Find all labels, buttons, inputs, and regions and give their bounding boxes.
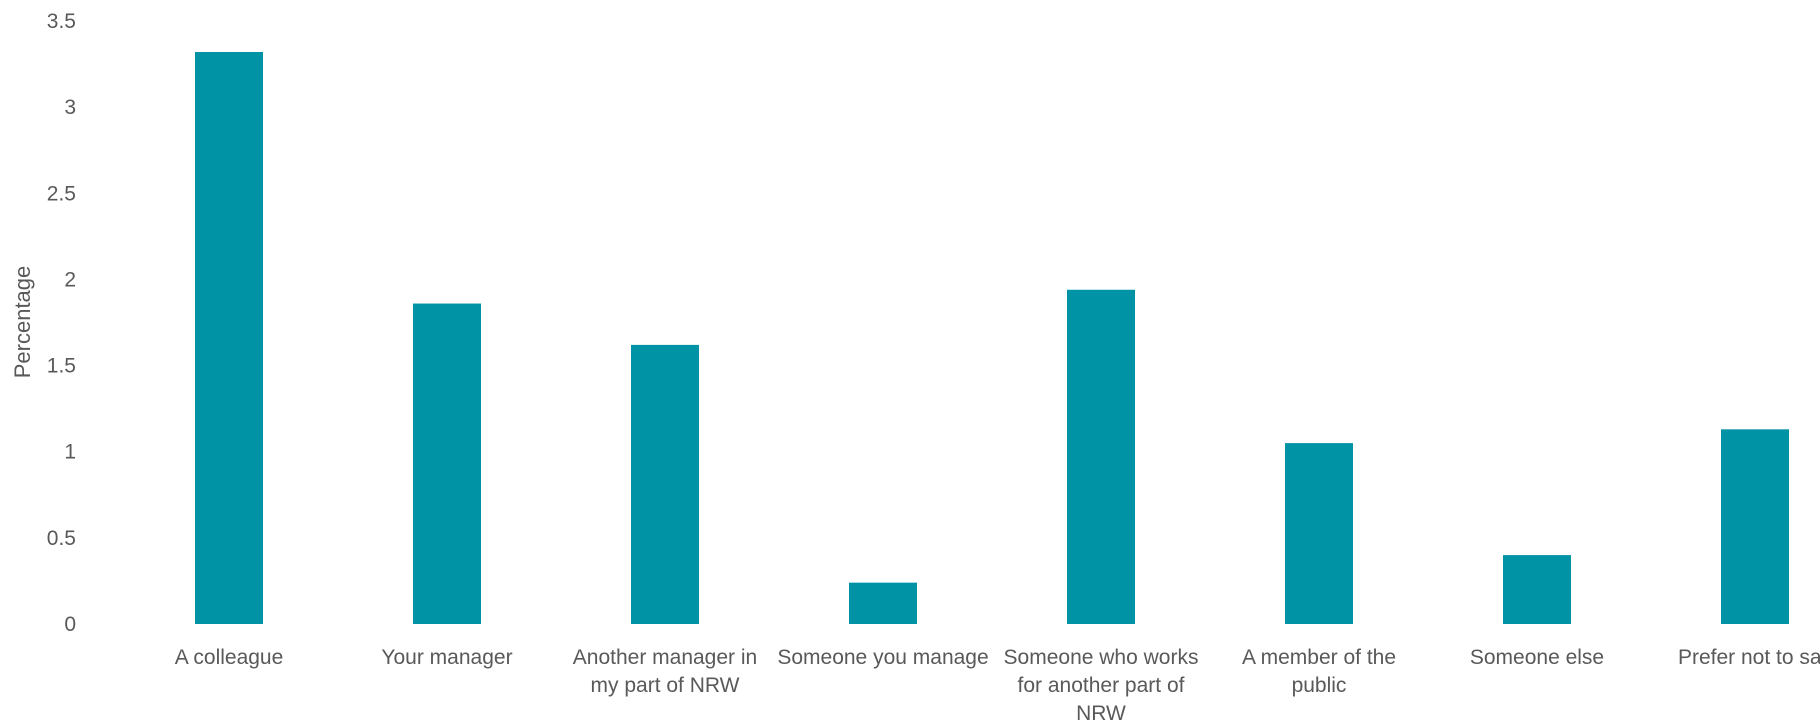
x-tick-label: Another manager in my part of NRW bbox=[573, 646, 757, 697]
y-tick-label: 3 bbox=[64, 96, 76, 119]
x-tick-label-line: for another part of bbox=[1018, 674, 1185, 697]
x-tick-label: A colleague bbox=[175, 646, 284, 669]
y-axis-ticks: 0 0.5 1 1.5 2 2.5 3 3.5 bbox=[47, 10, 76, 636]
x-tick-label-line: Another manager in bbox=[573, 646, 757, 669]
x-tick-label-line: Someone else bbox=[1470, 646, 1604, 669]
x-tick-label: Prefer not to say bbox=[1678, 646, 1820, 669]
y-axis-title: Percentage bbox=[10, 266, 35, 379]
x-tick-label-line: Prefer not to say bbox=[1678, 646, 1820, 669]
bar bbox=[1721, 429, 1789, 624]
y-tick-label: 2.5 bbox=[47, 182, 76, 205]
x-tick-label: Someone you manage bbox=[777, 646, 988, 669]
y-tick-label: 3.5 bbox=[47, 10, 76, 33]
bar bbox=[631, 344, 699, 624]
bar bbox=[413, 303, 481, 624]
bar bbox=[1285, 443, 1353, 624]
x-tick-label-line: A member of the bbox=[1242, 646, 1396, 669]
x-tick-label-line: my part of NRW bbox=[591, 674, 740, 697]
x-tick-label: Someone else bbox=[1470, 646, 1604, 669]
bar bbox=[1503, 555, 1571, 624]
x-tick-label-line: Your manager bbox=[381, 646, 512, 669]
bar bbox=[849, 582, 917, 624]
x-tick-label: Your manager bbox=[381, 646, 512, 669]
x-tick-label-line: A colleague bbox=[175, 646, 284, 669]
bars bbox=[195, 52, 1789, 625]
y-tick-label: 1.5 bbox=[47, 355, 76, 378]
y-tick-label: 0 bbox=[64, 613, 76, 636]
x-tick-label-line: Someone who works bbox=[1004, 646, 1199, 669]
y-tick-label: 2 bbox=[64, 268, 76, 291]
x-tick-label: A member of the public bbox=[1242, 646, 1396, 697]
bar bbox=[1067, 289, 1135, 624]
x-tick-label: Someone who works for another part of NRW bbox=[1004, 646, 1199, 723]
x-tick-label-line: NRW bbox=[1076, 702, 1126, 723]
x-tick-label-line: public bbox=[1292, 674, 1347, 697]
y-tick-label: 1 bbox=[64, 441, 76, 464]
bar bbox=[195, 52, 263, 625]
x-tick-label-line: Someone you manage bbox=[777, 646, 988, 669]
x-axis-labels: A colleague Your manager Another manager i… bbox=[175, 646, 1820, 723]
y-tick-label: 0.5 bbox=[47, 527, 76, 550]
y-axis-title-group: Percentage bbox=[10, 266, 35, 379]
